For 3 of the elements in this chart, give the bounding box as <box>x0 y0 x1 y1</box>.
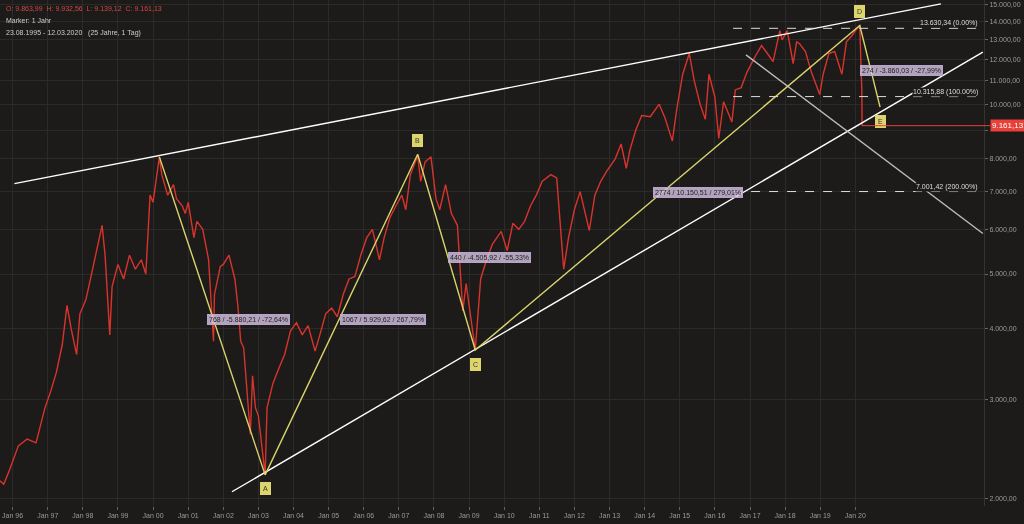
line-series <box>158 24 881 476</box>
annotation: 9.161,13 <box>992 121 1024 130</box>
line-series <box>0 24 863 485</box>
